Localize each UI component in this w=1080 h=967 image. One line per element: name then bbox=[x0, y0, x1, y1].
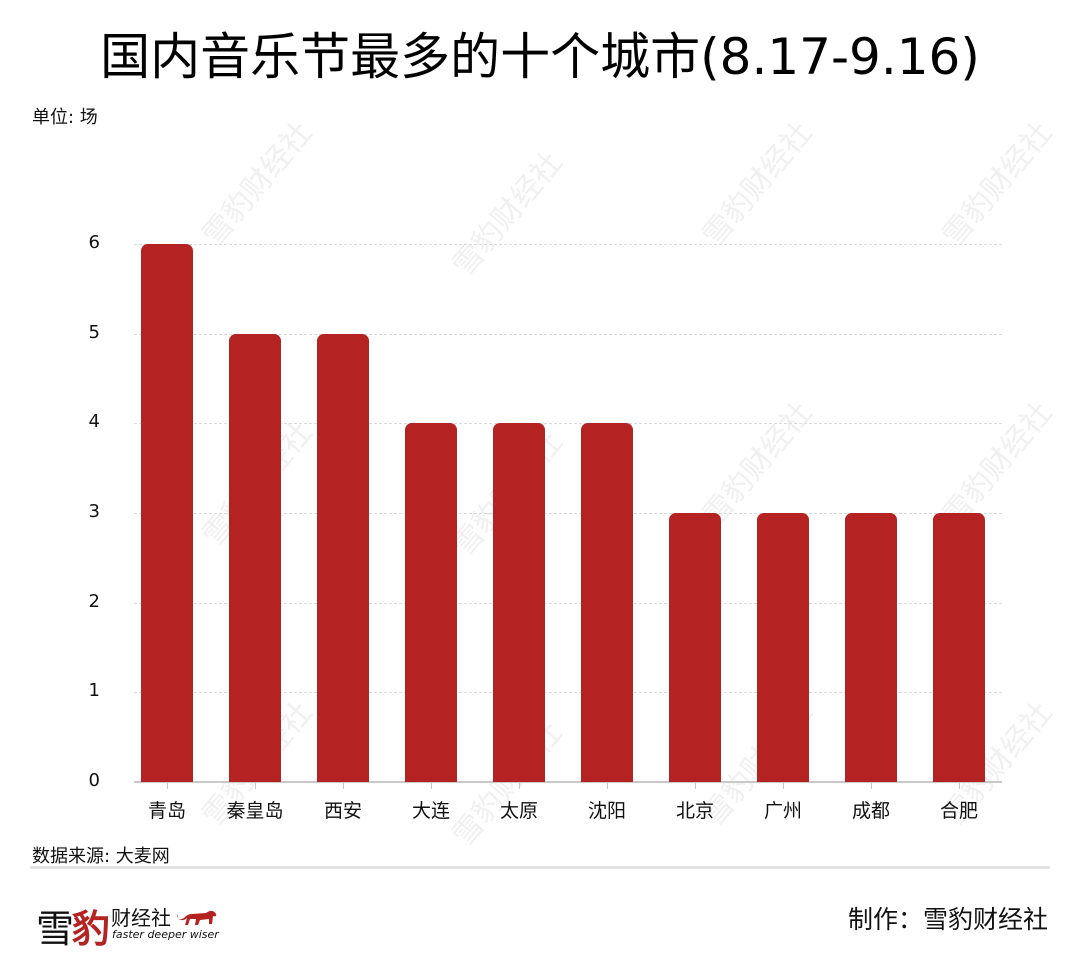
x-tick bbox=[255, 783, 256, 789]
x-tick-label: 太原 bbox=[499, 800, 538, 822]
x-tick-label: 合肥 bbox=[939, 800, 978, 822]
x-tick bbox=[695, 783, 696, 789]
x-tick-label: 秦皇岛 bbox=[226, 800, 284, 822]
bar-3 bbox=[317, 333, 369, 782]
bar-9 bbox=[845, 513, 897, 782]
x-tick-label: 成都 bbox=[851, 800, 890, 822]
bar-7 bbox=[669, 513, 721, 782]
credit-label: 制作：雪豹财经社 bbox=[847, 905, 1048, 934]
logo-slogan: faster deeper wiser bbox=[112, 928, 219, 941]
x-axis-line bbox=[134, 781, 1002, 783]
y-tick-label: 0 bbox=[88, 770, 100, 791]
bar-6 bbox=[581, 423, 633, 782]
x-tick bbox=[431, 783, 432, 789]
logo-name: 财经社 bbox=[111, 906, 171, 930]
x-tick bbox=[959, 783, 960, 789]
x-tick-label: 青岛 bbox=[147, 800, 186, 822]
x-tick bbox=[343, 783, 344, 789]
y-tick-label: 3 bbox=[88, 501, 100, 522]
bar-5 bbox=[493, 423, 545, 782]
y-tick-label: 4 bbox=[88, 411, 100, 433]
logo-char-xue: 雪 bbox=[36, 907, 75, 951]
bar-2 bbox=[229, 333, 281, 782]
y-tick-label: 1 bbox=[88, 680, 100, 702]
grid-line bbox=[134, 333, 1002, 335]
x-tick-label: 北京 bbox=[675, 800, 714, 822]
y-tick-label: 2 bbox=[88, 590, 100, 612]
y-tick-label: 5 bbox=[88, 321, 100, 343]
grid-line bbox=[134, 423, 1002, 425]
bar-10 bbox=[933, 513, 985, 782]
grid-line bbox=[134, 513, 1002, 514]
grid-line bbox=[134, 692, 1002, 694]
x-tick-label: 沈阳 bbox=[587, 800, 626, 822]
bar-4 bbox=[405, 423, 457, 782]
x-tick bbox=[167, 783, 168, 789]
plot-area: 0 1 2 3 4 5 6 青岛 秦皇岛 西安 大连 太原 沈阳 北京 广州 成都 合肥 bbox=[89, 0, 1002, 967]
x-tick bbox=[607, 783, 608, 789]
x-tick-label: 广州 bbox=[763, 800, 802, 822]
x-tick-label: 西安 bbox=[323, 800, 362, 822]
y-tick-label: 6 bbox=[88, 232, 100, 253]
data-source: 数据来源: 大麦网 bbox=[32, 846, 170, 867]
footer-divider bbox=[30, 866, 1050, 869]
x-tick bbox=[783, 783, 784, 789]
x-tick-label: 大连 bbox=[411, 800, 450, 822]
logo-char-bao: 豹 bbox=[72, 906, 111, 951]
grid-line bbox=[134, 602, 1002, 604]
chart-title: 国内音乐节最多的十个城市(8.17-9.16) bbox=[100, 28, 980, 86]
leopard-icon bbox=[177, 910, 217, 925]
bar-1 bbox=[141, 244, 193, 782]
x-tick bbox=[871, 783, 872, 789]
x-tick bbox=[519, 783, 520, 789]
grid-line bbox=[134, 244, 1002, 245]
unit-label: 单位: 场 bbox=[32, 107, 98, 128]
bar-8 bbox=[757, 513, 809, 782]
